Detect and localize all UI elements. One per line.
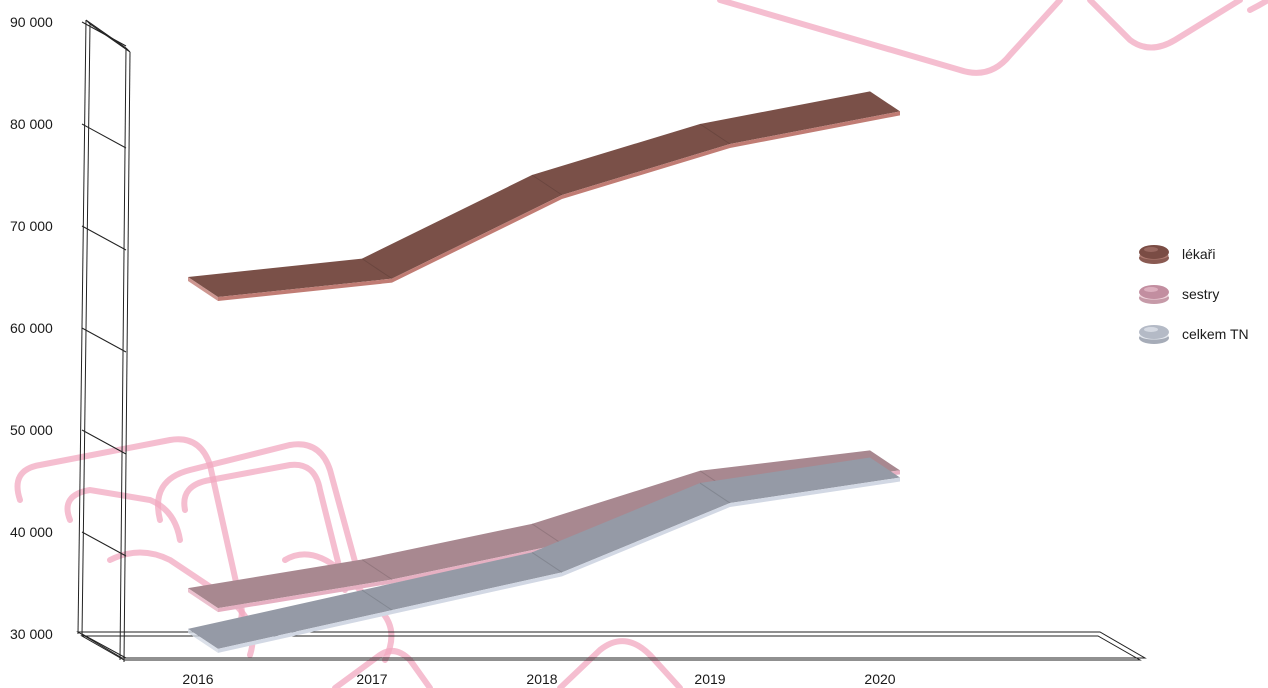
- x-tick-label: 2020: [864, 671, 895, 687]
- data-point: [714, 133, 716, 135]
- wall-grid-line: [81, 633, 127, 659]
- x-tick-label: 2018: [526, 671, 557, 687]
- x-tick-label: 2017: [356, 671, 387, 687]
- macaron-icon: [1139, 325, 1169, 344]
- wall-grid-line: [81, 531, 127, 557]
- data-point: [202, 286, 204, 288]
- data-point: [376, 599, 378, 601]
- series-ribbons: [188, 91, 900, 653]
- series-ribbon: [188, 91, 900, 301]
- y-tick-label: 90 000: [10, 14, 53, 30]
- data-point: [884, 459, 886, 461]
- wall-grid-line: [81, 123, 127, 149]
- y-tick-label: 80 000: [10, 116, 53, 132]
- legend-item-lekari: lékaři: [1138, 234, 1249, 274]
- macaron-icon: [1139, 245, 1169, 264]
- series-seam: [361, 258, 393, 280]
- wall-grid-line: [81, 429, 127, 455]
- series-front-edge: [218, 477, 900, 653]
- series-seam: [361, 589, 393, 611]
- data-point: [546, 561, 548, 563]
- x-tick-label: 2019: [694, 671, 725, 687]
- series-seam: [531, 523, 563, 545]
- wall-grid-line: [81, 21, 127, 47]
- legend-label: lékaři: [1182, 246, 1216, 262]
- series-seam: [361, 559, 393, 580]
- wall-front-right: [123, 51, 131, 663]
- y-tick-label: 40 000: [10, 524, 53, 540]
- series-end-cap: [188, 588, 218, 613]
- wall-front-left: [119, 47, 127, 661]
- series-seam: [699, 482, 731, 504]
- decorative-outline: [557, 638, 683, 688]
- data-point: [202, 638, 204, 640]
- decorative-outline: [717, 0, 1063, 76]
- legend-label: celkem TN: [1182, 326, 1249, 342]
- decorative-outline: [155, 441, 363, 583]
- series-end-cap: [188, 628, 218, 653]
- decorative-outline: [1087, 0, 1243, 51]
- decorative-outline: [64, 486, 183, 543]
- wall-grid-line: [81, 225, 127, 251]
- y-tick-label: 70 000: [10, 218, 53, 234]
- decorative-outline: [1247, 0, 1268, 13]
- y-tick-label: 60 000: [10, 320, 53, 336]
- series-front-edge: [218, 470, 900, 613]
- data-point: [884, 100, 886, 102]
- floor-outline: [76, 631, 1147, 659]
- series-end-cap: [188, 277, 218, 301]
- legend-item-celkem-tn: celkem TN: [1138, 314, 1249, 354]
- floor-inner-outline: [80, 635, 1142, 661]
- data-point: [546, 533, 548, 535]
- background-decoration: [14, 0, 1268, 688]
- macaron-icon: [1139, 285, 1169, 304]
- data-point: [376, 568, 378, 570]
- data-point: [546, 184, 548, 186]
- decorative-outline: [181, 461, 348, 593]
- series-ribbon: [188, 457, 900, 653]
- axes: [76, 19, 1147, 663]
- y-tick-label: 50 000: [10, 422, 53, 438]
- legend-item-sestry: sestry: [1138, 274, 1249, 314]
- series-seam: [531, 551, 563, 573]
- data-point: [376, 267, 378, 269]
- legend: lékaři sestry celkem TN: [1138, 234, 1249, 354]
- y-tick-label: 30 000: [10, 626, 53, 642]
- wall-back-left: [77, 19, 87, 635]
- x-tick-label: 2016: [182, 671, 213, 687]
- data-point: [202, 597, 204, 599]
- x-axis-labels: 2016 2017 2018 2019 2020: [182, 671, 895, 687]
- series-seam: [699, 123, 731, 145]
- series-surface: [188, 457, 900, 649]
- wall-grid-line: [81, 327, 127, 353]
- series-seam: [531, 174, 563, 196]
- y-axis-labels: 30 000 40 000 50 000 60 000 70 000 80 000 90 0…: [10, 14, 53, 642]
- legend-label: sestry: [1182, 286, 1220, 302]
- data-point: [884, 466, 886, 468]
- data-point: [714, 492, 716, 494]
- series-surface: [188, 91, 900, 297]
